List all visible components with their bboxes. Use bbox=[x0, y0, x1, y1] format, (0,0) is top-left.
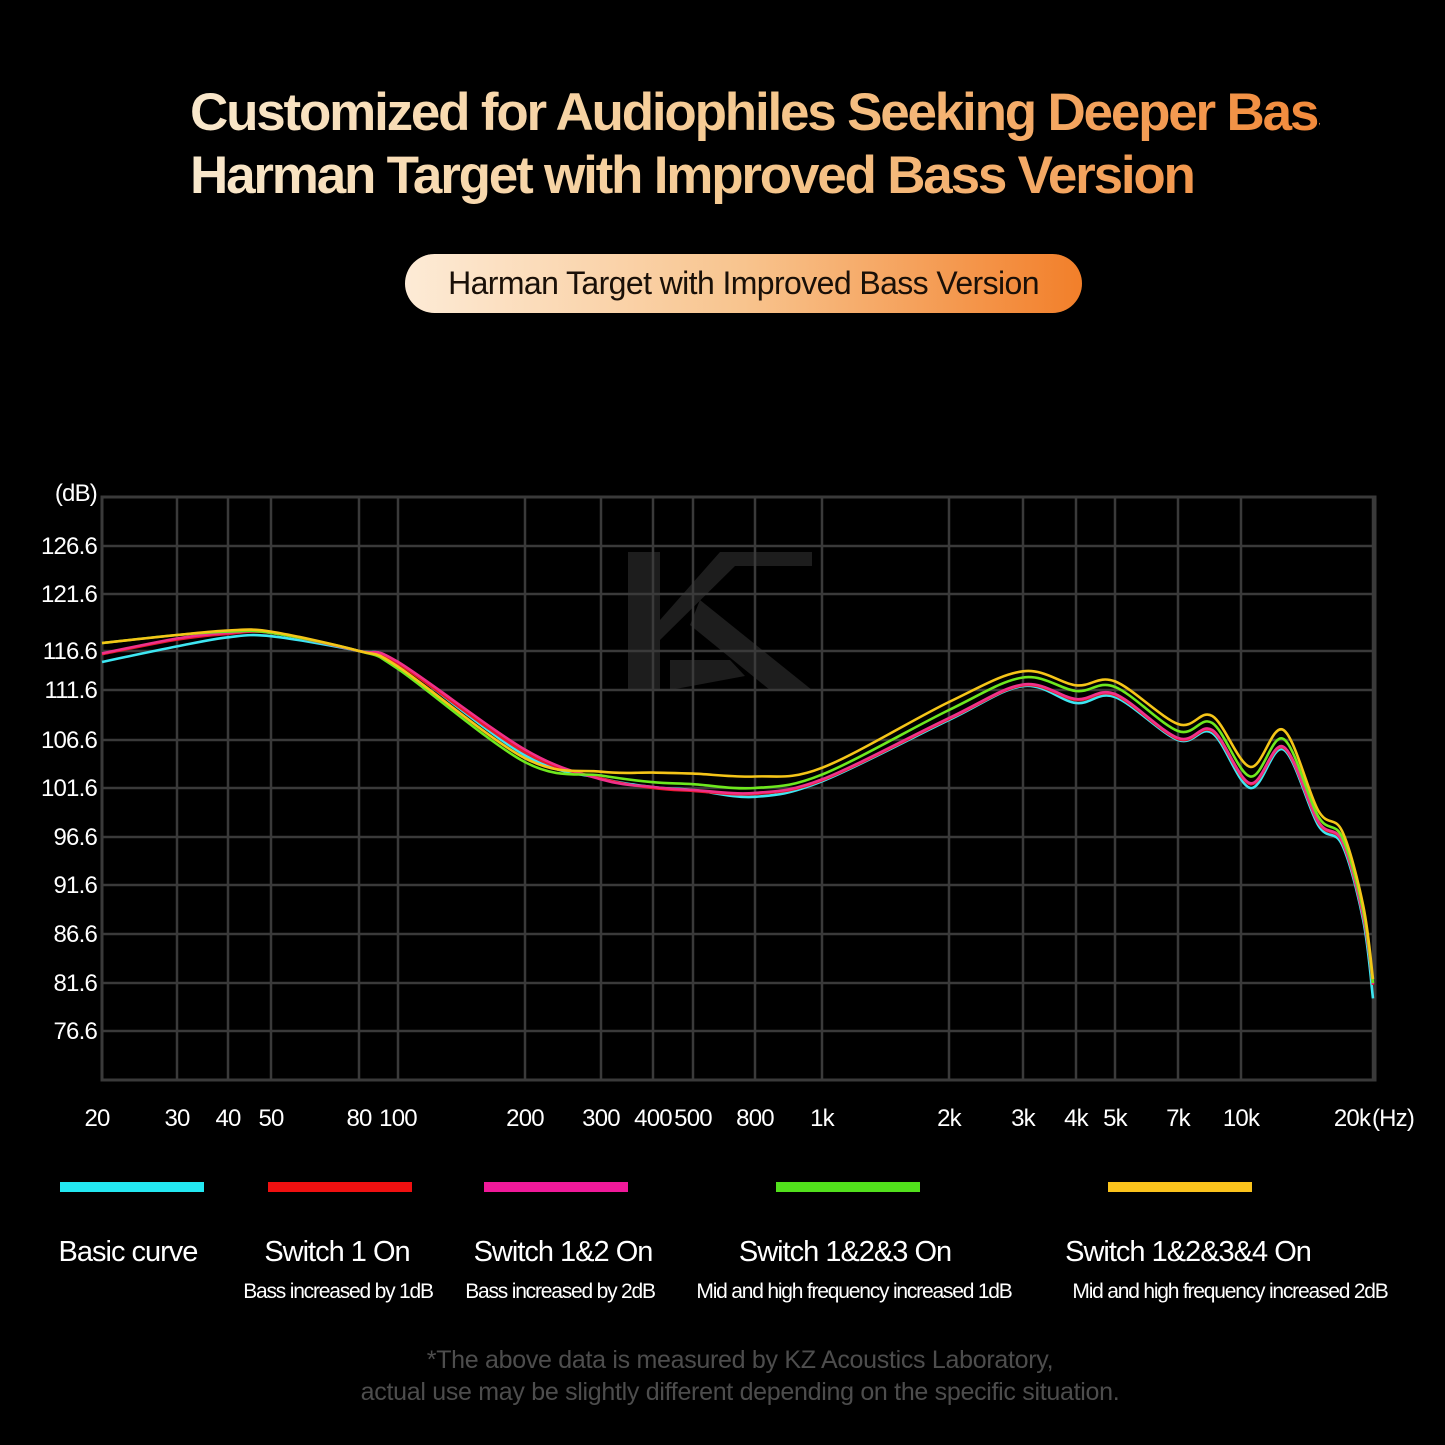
legend-swatch bbox=[268, 1182, 412, 1192]
legend-swatch bbox=[60, 1182, 204, 1192]
x-axis-unit-label: (Hz) bbox=[1372, 1105, 1414, 1132]
legend-description: Bass increased by 1dB bbox=[243, 1280, 434, 1303]
x-tick-label: 300 bbox=[582, 1105, 620, 1132]
legend-description: Bass increased by 2dB bbox=[465, 1280, 656, 1303]
y-tick-label: 101.6 bbox=[41, 775, 98, 802]
x-tick-label: 3k bbox=[1011, 1105, 1037, 1132]
x-tick-label: 20 bbox=[84, 1105, 110, 1132]
legend-label: Switch 1&2&3&4 On bbox=[1065, 1236, 1312, 1268]
x-tick-label: 2k bbox=[937, 1105, 963, 1132]
x-tick-label: 400 bbox=[634, 1105, 672, 1132]
y-tick-label: 81.6 bbox=[53, 970, 97, 997]
x-tick-label: 20k bbox=[1334, 1105, 1372, 1132]
legend-description: Mid and high frequency increased 1dB bbox=[696, 1280, 1012, 1303]
y-tick-label: 76.6 bbox=[53, 1018, 97, 1045]
y-tick-label: 86.6 bbox=[53, 921, 97, 948]
x-tick-label: 10k bbox=[1223, 1105, 1261, 1132]
curve-switch-1-2-3-4-on bbox=[101, 628, 1375, 980]
legend-label: Basic curve bbox=[58, 1236, 199, 1268]
version-badge-label: Harman Target with Improved Bass Version bbox=[448, 265, 1039, 301]
version-badge: Harman Target with Improved Bass Version bbox=[405, 254, 1082, 313]
legend-swatch bbox=[484, 1182, 628, 1192]
legend-label: Switch 1 On bbox=[264, 1236, 410, 1268]
legend-swatch bbox=[776, 1182, 920, 1192]
headline-line-1: Customized for Audiophiles Seeking Deepe… bbox=[190, 83, 1347, 142]
legend-label: Switch 1&2 On bbox=[473, 1236, 654, 1268]
legend-description: Mid and high frequency increased 2dB bbox=[1072, 1280, 1388, 1303]
x-tick-label: 200 bbox=[506, 1105, 544, 1132]
curve-switch-1-2-3-on bbox=[101, 629, 1375, 984]
x-tick-label: 800 bbox=[736, 1105, 774, 1132]
footnote-line-1: *The above data is measured by KZ Acoust… bbox=[426, 1346, 1054, 1374]
legend-label: Switch 1&2&3 On bbox=[738, 1236, 952, 1268]
curve-switch-1-on bbox=[101, 630, 1375, 986]
curve-switch-1-2-on bbox=[101, 629, 1375, 985]
y-tick-label: 106.6 bbox=[41, 727, 98, 754]
y-axis-unit-label: (dB) bbox=[55, 480, 97, 507]
y-tick-label: 111.6 bbox=[45, 677, 98, 704]
x-tick-label: 80 bbox=[346, 1105, 372, 1132]
x-tick-label: 100 bbox=[379, 1105, 417, 1132]
y-tick-label: 116.6 bbox=[43, 638, 98, 665]
x-tick-label: 4k bbox=[1064, 1105, 1090, 1132]
x-tick-label: 7k bbox=[1166, 1105, 1192, 1132]
x-tick-label: 30 bbox=[164, 1105, 190, 1132]
y-tick-label: 121.6 bbox=[41, 581, 98, 608]
y-tick-label: 96.6 bbox=[53, 824, 97, 851]
kz-watermark-logo bbox=[628, 552, 812, 690]
x-tick-label: 50 bbox=[258, 1105, 284, 1132]
x-tick-label: 5k bbox=[1103, 1105, 1129, 1132]
x-tick-label: 1k bbox=[810, 1105, 836, 1132]
y-tick-label: 126.6 bbox=[41, 533, 98, 560]
frequency-response-chart: (dB) 126.6 121.6 116.6 111.6 106.6 101.6 96.6 91… bbox=[41, 480, 1415, 1132]
x-tick-label: 500 bbox=[674, 1105, 712, 1132]
headline-line-2: Harman Target with Improved Bass Version bbox=[190, 145, 1320, 206]
y-tick-label: 91.6 bbox=[53, 872, 97, 899]
legend-swatch bbox=[1108, 1182, 1252, 1192]
x-tick-label: 40 bbox=[215, 1105, 241, 1132]
footnote-line-2: actual use may be slightly different dep… bbox=[360, 1378, 1120, 1406]
